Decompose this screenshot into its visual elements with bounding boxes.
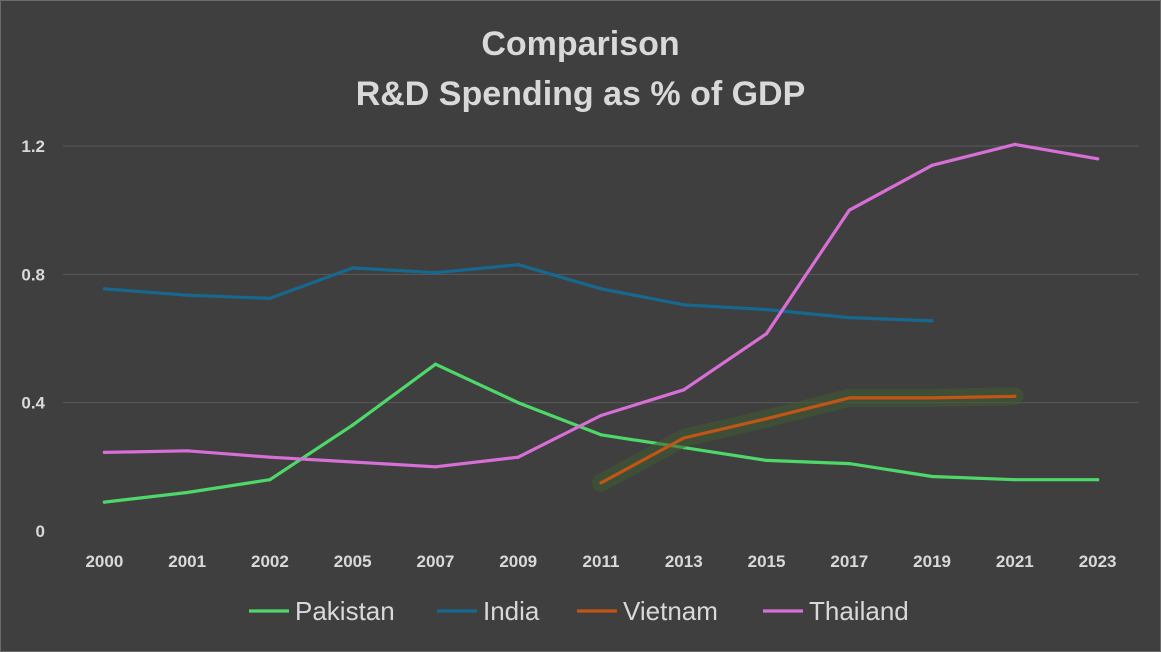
legend-label-vietnam: Vietnam [623, 596, 718, 626]
legend: Pakistan India Vietnam Thailand [249, 596, 909, 626]
thailand-point [268, 455, 272, 459]
chart-title-line1: Comparison [481, 25, 680, 63]
india-point [185, 293, 189, 297]
x-tick-label: 2007 [417, 552, 455, 571]
x-axis-ticks: 2000 2001 2002 2005 2007 2009 2011 2013 2015 2017… [85, 552, 1116, 571]
thailand-point [433, 465, 438, 469]
india-point [516, 263, 520, 267]
pakistan-point [268, 478, 272, 482]
y-tick-label: 0 [36, 522, 45, 541]
pakistan-point [351, 423, 355, 427]
india-point [930, 319, 934, 323]
thailand-point [102, 450, 106, 454]
gridlines [63, 145, 1139, 404]
vietnam-point [1013, 394, 1017, 398]
india-point [268, 296, 272, 300]
y-axis-ticks: 0 0.4 0.8 1.2 [21, 137, 45, 541]
pakistan-point [847, 462, 851, 466]
series-vietnam [592, 387, 1024, 492]
y-tick-label: 0.8 [21, 265, 45, 284]
thailand-line [102, 142, 1100, 469]
legend-label-pakistan: Pakistan [295, 596, 395, 626]
x-tick-label: 2001 [168, 552, 206, 571]
y-tick-label: 1.2 [21, 137, 45, 156]
india-point [682, 303, 686, 307]
pakistan-point [599, 433, 603, 437]
pakistan-point [1013, 478, 1017, 482]
chart-title-line2: R&D Spending as % of GDP [355, 75, 806, 113]
pakistan-point [930, 474, 934, 479]
india-point [847, 316, 851, 320]
vietnam-point [682, 436, 686, 440]
series-thailand [102, 142, 1100, 469]
legend-item-thailand: Thailand [763, 596, 909, 626]
x-tick-label: 2005 [334, 552, 372, 571]
pakistan-point [516, 401, 520, 405]
thailand-point [185, 449, 189, 453]
pakistan-point [1096, 478, 1100, 482]
x-tick-label: 2011 [583, 552, 620, 571]
chart-title: Comparison R&D Spending as % of GDP [1, 19, 1160, 119]
x-tick-label: 2002 [251, 552, 289, 571]
thailand-point [516, 455, 520, 459]
india-point [764, 308, 769, 312]
legend-label-india: India [483, 596, 540, 626]
thailand-point [1013, 142, 1017, 146]
india-point [102, 287, 106, 291]
x-tick-label: 2015 [748, 552, 786, 571]
thailand-point [930, 163, 934, 167]
x-tick-label: 2000 [85, 552, 123, 571]
x-tick-label: 2021 [996, 552, 1034, 571]
thailand-point [764, 332, 769, 336]
thailand-point [682, 388, 686, 392]
legend-label-thailand: Thailand [809, 596, 909, 626]
pakistan-point [764, 458, 769, 463]
x-tick-label: 2017 [830, 552, 868, 571]
thailand-point [1096, 157, 1100, 161]
x-tick-label: 2009 [499, 552, 537, 571]
thailand-point [351, 460, 355, 464]
y-tick-label: 0.4 [21, 394, 45, 413]
series-lines [102, 142, 1100, 504]
series-india [102, 263, 934, 323]
x-tick-label: 2013 [665, 552, 703, 571]
india-point [433, 271, 438, 275]
pakistan-point [102, 500, 106, 504]
vietnam-point [930, 396, 934, 400]
india-point [351, 266, 355, 270]
vietnam-point [599, 481, 603, 485]
x-tick-label: 2023 [1079, 552, 1117, 571]
legend-item-india: India [437, 596, 540, 626]
thailand-point [599, 413, 603, 418]
x-tick-label: 2019 [913, 552, 951, 571]
vietnam-point [764, 417, 769, 421]
pakistan-point [433, 362, 438, 366]
legend-item-vietnam: Vietnam [577, 596, 718, 626]
legend-item-pakistan: Pakistan [249, 596, 395, 626]
vietnam-line [599, 394, 1017, 485]
vietnam-point [847, 396, 851, 400]
india-point [599, 287, 603, 291]
pakistan-point [185, 490, 189, 495]
thailand-point [847, 208, 851, 212]
